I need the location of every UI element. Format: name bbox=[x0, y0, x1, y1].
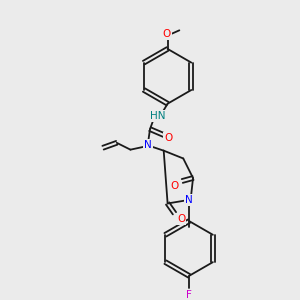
Text: N: N bbox=[144, 140, 152, 150]
Text: N: N bbox=[185, 195, 193, 205]
Text: O: O bbox=[170, 181, 178, 191]
Text: O: O bbox=[163, 29, 171, 39]
Text: HN: HN bbox=[150, 111, 166, 122]
Text: F: F bbox=[186, 290, 192, 300]
Text: O: O bbox=[164, 133, 173, 143]
Text: O: O bbox=[177, 214, 185, 224]
